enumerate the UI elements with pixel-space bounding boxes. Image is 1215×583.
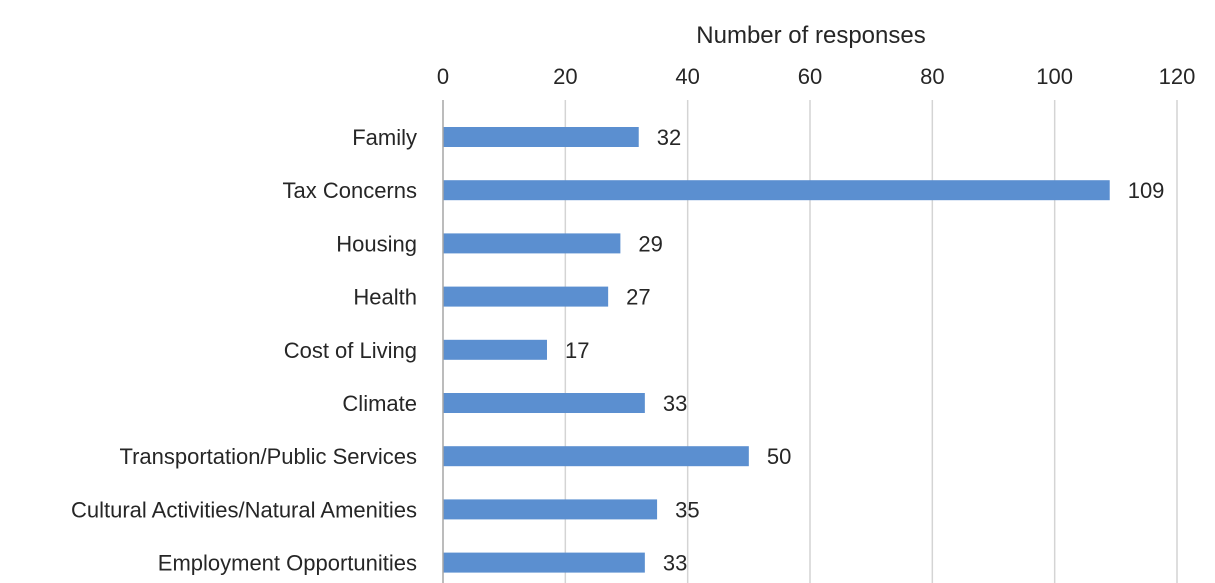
bar-4 [443, 339, 547, 360]
category-labels: Family Tax Concerns Housing Health Cost of L… [71, 125, 417, 576]
x-axis-ticks: 0 20 40 60 80 100 120 [437, 64, 1195, 89]
data-label-0: 32 [657, 125, 681, 150]
x-tick-label-100: 100 [1036, 64, 1073, 89]
category-label-3: Health [353, 285, 417, 310]
category-label-1: Tax Concerns [282, 178, 417, 203]
bar-2 [443, 233, 621, 254]
data-label-3: 27 [626, 285, 650, 310]
bar-6 [443, 446, 749, 467]
category-label-2: Housing [336, 231, 417, 256]
category-label-6: Transportation/Public Services [119, 444, 417, 469]
bar-0 [443, 127, 639, 147]
bars [443, 127, 1110, 573]
category-label-4: Cost of Living [284, 338, 417, 363]
bar-5 [443, 393, 645, 413]
category-label-5: Climate [342, 391, 417, 416]
data-labels: 32 109 29 27 17 33 50 35 33 [565, 125, 1164, 576]
x-tick-label-0: 0 [437, 64, 449, 89]
data-label-7: 35 [675, 497, 699, 522]
data-label-8: 33 [663, 551, 687, 576]
x-tick-label-60: 60 [798, 64, 822, 89]
x-tick-label-40: 40 [675, 64, 699, 89]
data-label-1: 109 [1128, 178, 1165, 203]
category-label-8: Employment Opportunities [158, 551, 417, 576]
bar-7 [443, 499, 658, 520]
bar-3 [443, 286, 609, 307]
x-axis-title: Number of responses [696, 22, 925, 49]
category-label-7: Cultural Activities/Natural Amenities [71, 497, 417, 522]
data-label-4: 17 [565, 338, 589, 363]
x-tick-label-20: 20 [553, 64, 577, 89]
bar-1 [443, 180, 1110, 201]
data-label-2: 29 [638, 231, 662, 256]
data-label-5: 33 [663, 391, 687, 416]
data-label-6: 50 [767, 444, 791, 469]
category-label-0: Family [352, 125, 417, 150]
x-tick-label-120: 120 [1159, 64, 1196, 89]
x-tick-label-80: 80 [920, 64, 944, 89]
bar-8 [443, 552, 645, 573]
